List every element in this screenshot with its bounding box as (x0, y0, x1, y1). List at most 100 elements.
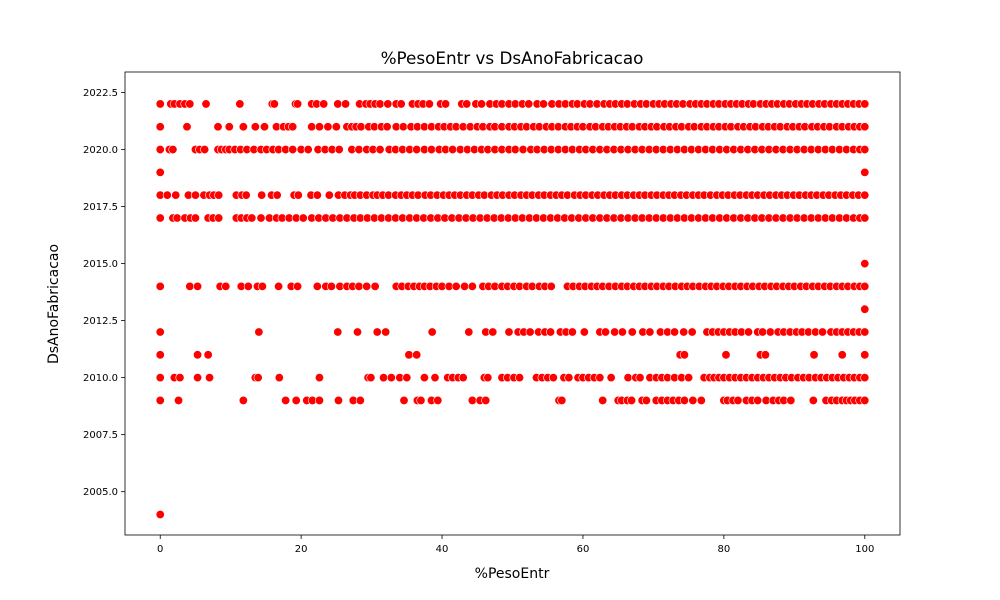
data-point (760, 350, 770, 360)
data-point (214, 190, 224, 200)
data-point (155, 395, 165, 405)
y-tick-label: 2020.0 (83, 145, 118, 156)
data-point (155, 373, 165, 383)
data-point (298, 213, 308, 223)
data-point (354, 145, 364, 155)
data-point (185, 281, 195, 291)
data-point (627, 327, 637, 337)
data-point (171, 190, 181, 200)
data-point (467, 281, 477, 291)
data-point (546, 281, 556, 291)
data-point (182, 122, 192, 132)
data-point (525, 327, 535, 337)
data-point (538, 99, 548, 109)
data-point (213, 122, 223, 132)
data-point (448, 145, 458, 155)
data-point (733, 395, 743, 405)
data-point (758, 327, 768, 337)
x-tick-label: 20 (295, 544, 308, 555)
data-point (253, 373, 263, 383)
y-tick-label: 2005.0 (83, 487, 118, 498)
data-point (600, 327, 610, 337)
data-point (155, 327, 165, 337)
data-point (451, 281, 461, 291)
data-point (399, 395, 409, 405)
data-point (155, 350, 165, 360)
data-point (274, 373, 284, 383)
data-point (254, 327, 264, 337)
data-point (860, 145, 870, 155)
data-point (319, 99, 329, 109)
data-point (687, 327, 697, 337)
data-point (303, 145, 313, 155)
data-point (259, 122, 269, 132)
y-tick-label: 2017.5 (83, 202, 118, 213)
data-point (679, 350, 689, 360)
data-point (269, 99, 279, 109)
data-points (155, 99, 870, 519)
data-point (193, 350, 203, 360)
y-tick-label: 2012.5 (83, 316, 118, 327)
data-point (860, 190, 870, 200)
data-point (598, 395, 608, 405)
data-point (333, 395, 343, 405)
data-point (314, 395, 324, 405)
data-point (257, 190, 267, 200)
data-point (396, 99, 406, 109)
data-point (293, 190, 303, 200)
data-point (355, 395, 365, 405)
data-point (860, 167, 870, 177)
x-axis-label: %PesoEntr (475, 566, 550, 582)
data-point (809, 350, 819, 360)
data-point (688, 395, 698, 405)
x-tick-label: 60 (577, 544, 590, 555)
data-point (460, 281, 470, 291)
data-point (155, 145, 165, 155)
x-axis: 0 20 40 60 80 100 (157, 535, 874, 555)
data-point (362, 281, 372, 291)
data-point (250, 122, 260, 132)
data-point (524, 99, 534, 109)
y-tick-label: 2015.0 (83, 259, 118, 270)
data-point (635, 373, 645, 383)
data-point (341, 99, 351, 109)
data-point (356, 122, 366, 132)
data-point (334, 145, 344, 155)
data-point (488, 327, 498, 337)
data-point (462, 99, 472, 109)
data-point (860, 395, 870, 405)
data-point (238, 395, 248, 405)
data-point (175, 373, 185, 383)
data-point (412, 145, 422, 155)
data-point (224, 122, 234, 132)
data-point (172, 213, 182, 223)
data-point (162, 190, 172, 200)
data-point (291, 395, 301, 405)
data-point (786, 395, 796, 405)
data-point (243, 281, 253, 291)
data-point (155, 509, 165, 519)
data-point (185, 99, 195, 109)
data-point (679, 395, 689, 405)
data-point (155, 99, 165, 109)
data-point (352, 327, 362, 337)
data-point (307, 122, 317, 132)
data-point (515, 373, 525, 383)
data-point (293, 281, 303, 291)
data-point (617, 327, 627, 337)
data-point (326, 281, 336, 291)
data-point (860, 122, 870, 132)
data-point (518, 145, 528, 155)
data-point (684, 373, 694, 383)
data-point (424, 99, 434, 109)
y-tick-label: 2007.5 (83, 430, 118, 441)
y-axis: 2005.0 2007.5 2010.0 2012.5 2015.0 2017.5 2020… (83, 88, 125, 498)
data-point (200, 145, 210, 155)
data-point (238, 122, 248, 132)
data-point (272, 190, 282, 200)
data-point (205, 373, 215, 383)
data-point (235, 99, 245, 109)
data-point (386, 373, 396, 383)
data-point (247, 213, 257, 223)
